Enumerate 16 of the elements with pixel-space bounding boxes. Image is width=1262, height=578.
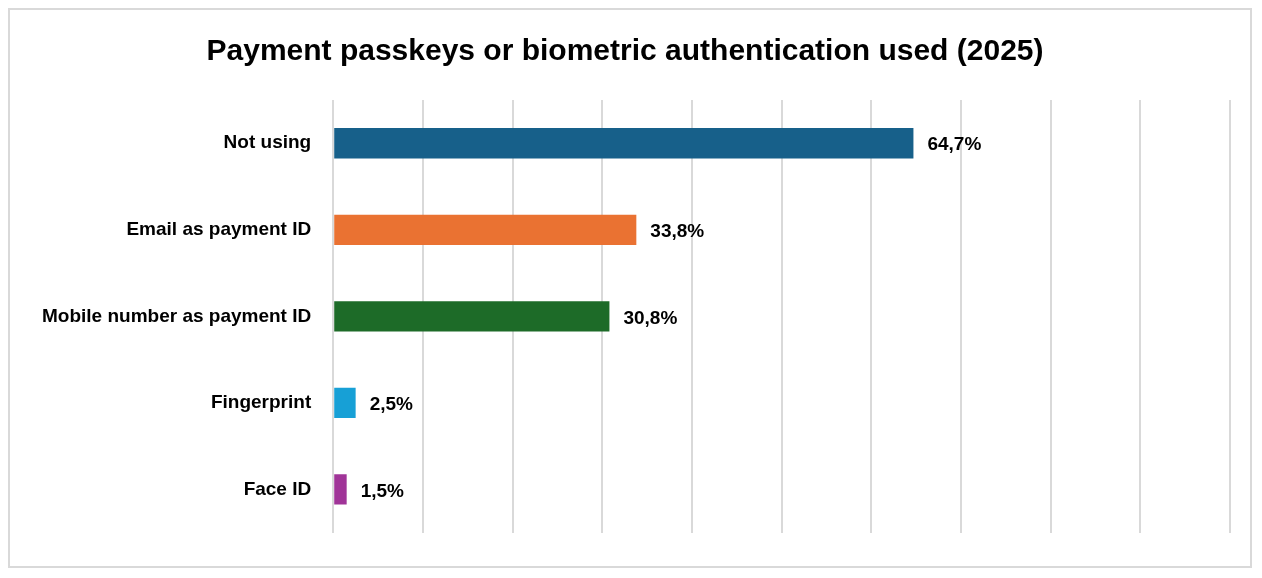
y-tick-label: Email as payment ID <box>126 218 312 240</box>
data-label: 64,7% <box>927 133 982 155</box>
data-label: 1,5% <box>360 479 405 501</box>
bar <box>334 301 610 332</box>
bar <box>334 387 356 418</box>
chart-title: Payment passkeys or biometric authentication used (2025) <box>206 33 1044 67</box>
bar <box>334 474 347 505</box>
data-label: 30,8% <box>623 306 678 328</box>
data-label: 33,8% <box>650 220 705 242</box>
bar <box>334 128 914 159</box>
y-tick-label: Fingerprint <box>210 391 312 413</box>
y-tick-label: Not using <box>223 131 312 153</box>
bar <box>334 214 637 245</box>
y-tick-label: Mobile number as payment ID <box>41 304 312 326</box>
y-tick-label: Face ID <box>243 477 312 499</box>
data-label: 2,5% <box>369 393 414 415</box>
